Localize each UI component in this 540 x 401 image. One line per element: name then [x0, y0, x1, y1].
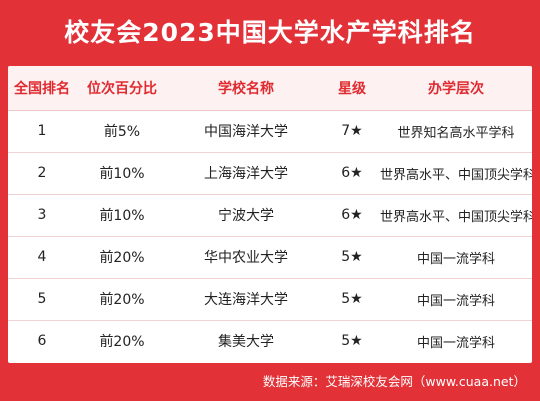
- cell-percentile: 前20%: [76, 236, 168, 279]
- cell-rank: 3: [8, 194, 76, 237]
- cell-stars: 5★: [324, 278, 380, 321]
- cell-rank: 5: [8, 278, 76, 321]
- header-percentile: 位次百分比: [76, 66, 168, 111]
- ranking-table-container: 全国排名 位次百分比 学校名称 星级 办学层次 1 前5% 中国海洋大学 7★ …: [8, 66, 532, 363]
- header-school: 学校名称: [168, 66, 324, 111]
- cell-percentile: 前20%: [99, 334, 145, 351]
- cell-rank: 1: [8, 110, 76, 153]
- cell-rank: 4: [8, 236, 76, 279]
- cell-percentile: 前10%: [76, 194, 168, 237]
- table-row: 5 前20% 大连海洋大学 5★ 中国一流学科: [8, 278, 532, 321]
- cell-stars: 6★: [324, 194, 380, 237]
- cell-rank: 6: [37, 333, 47, 350]
- table-row: 3 前10% 宁波大学 6★ 世界高水平、中国顶尖学科: [8, 194, 532, 237]
- cell-percentile: 前20%: [76, 278, 168, 321]
- cell-level: 世界高水平、中国顶尖学科: [380, 194, 532, 237]
- cell-level: 中国一流学科: [380, 278, 532, 321]
- cell-level: 世界知名高水平学科: [380, 110, 532, 153]
- cell-stars: 5★: [341, 333, 363, 350]
- cell-stars: 5★: [324, 236, 380, 279]
- cell-level: 世界高水平、中国顶尖学科: [380, 152, 532, 195]
- cell-school: 中国海洋大学: [168, 110, 324, 153]
- cell-school: 上海海洋大学: [168, 152, 324, 195]
- header-level: 办学层次: [380, 66, 532, 111]
- data-source-footer: 数据来源：艾瑞深校友会网（www.cuaa.net）: [262, 374, 526, 389]
- table-row: 4 前20% 华中农业大学 5★ 中国一流学科: [8, 236, 532, 279]
- cell-percentile: 前5%: [76, 110, 168, 153]
- cell-stars: 6★: [324, 152, 380, 195]
- cell-level: 中国一流学科: [416, 335, 495, 351]
- cell-stars: 7★: [324, 110, 380, 153]
- page-title: 校友会2023中国大学水产学科排名: [64, 18, 476, 47]
- table-row: 6 前20% 集美大学 5★ 中国一流学科: [8, 320, 532, 362]
- header-stars: 星级: [324, 66, 380, 111]
- cell-school: 大连海洋大学: [168, 278, 324, 321]
- cell-percentile: 前10%: [76, 152, 168, 195]
- cell-school: 宁波大学: [168, 194, 324, 237]
- table-header-row: 全国排名 位次百分比 学校名称 星级 办学层次: [8, 66, 532, 111]
- cell-level: 中国一流学科: [380, 236, 532, 279]
- ranking-table: 全国排名 位次百分比 学校名称 星级 办学层次 1 前5% 中国海洋大学 7★ …: [8, 66, 532, 362]
- cell-school: 集美大学: [218, 334, 274, 351]
- table-row: 2 前10% 上海海洋大学 6★ 世界高水平、中国顶尖学科: [8, 152, 532, 195]
- cell-school: 华中农业大学: [168, 236, 324, 279]
- table-row: 1 前5% 中国海洋大学 7★ 世界知名高水平学科: [8, 110, 532, 153]
- cell-rank: 2: [8, 152, 76, 195]
- header-rank: 全国排名: [8, 66, 76, 111]
